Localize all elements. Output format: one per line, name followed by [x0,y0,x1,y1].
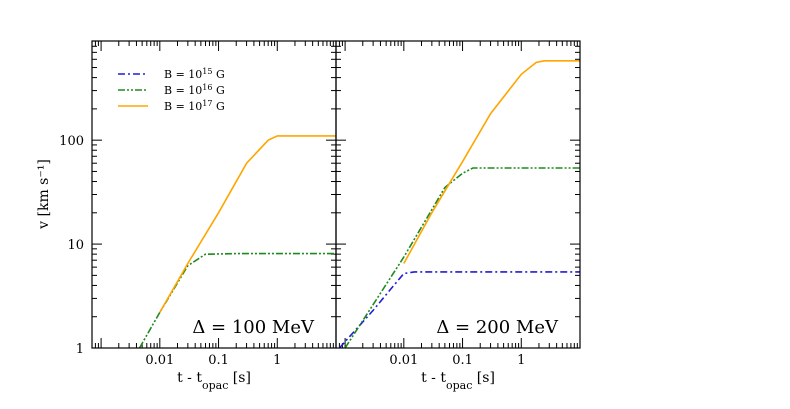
plot-frame [335,40,581,349]
series-line [338,271,580,348]
legend-label: B = 1016 G [164,83,225,98]
legend: B = 1015 GB = 1016 GB = 1017 G [118,67,225,114]
delta-annotation: Δ = 100 MeV [192,317,315,338]
legend-label: B = 1015 G [164,67,225,82]
x-tick-label: 0.1 [208,353,229,368]
y-tick-label: 1 [76,342,84,357]
series-line [344,167,580,348]
x-axis-label: t - topac [s] [177,370,251,392]
x-tick-label: 0.01 [145,353,174,368]
legend-label: B = 1017 G [164,99,225,114]
x-axis-label: t - topac [s] [421,370,495,392]
y-axis-label: v [km s⁻¹] [36,159,52,230]
y-axis-label-text: v [km s⁻¹] [36,159,52,230]
series-line [403,60,580,264]
series-line [159,135,336,313]
delta-annotation: Δ = 200 MeV [436,317,559,338]
y-tick-label: 100 [59,134,84,149]
x-tick-label: 1 [517,353,525,368]
panel-delta-200: 0.01 0.1 1 t - topac [s] Δ = 200 MeV [335,40,581,392]
x-tick-label: 0.1 [452,353,473,368]
x-tick-label: 0.01 [389,353,418,368]
x-tick-label: 1 [273,353,281,368]
panel-delta-100: 0.01 0.1 1 1 10 100 t - topac [s] Δ = 100 MeV [59,40,337,392]
y-tick-label: 10 [67,238,84,253]
